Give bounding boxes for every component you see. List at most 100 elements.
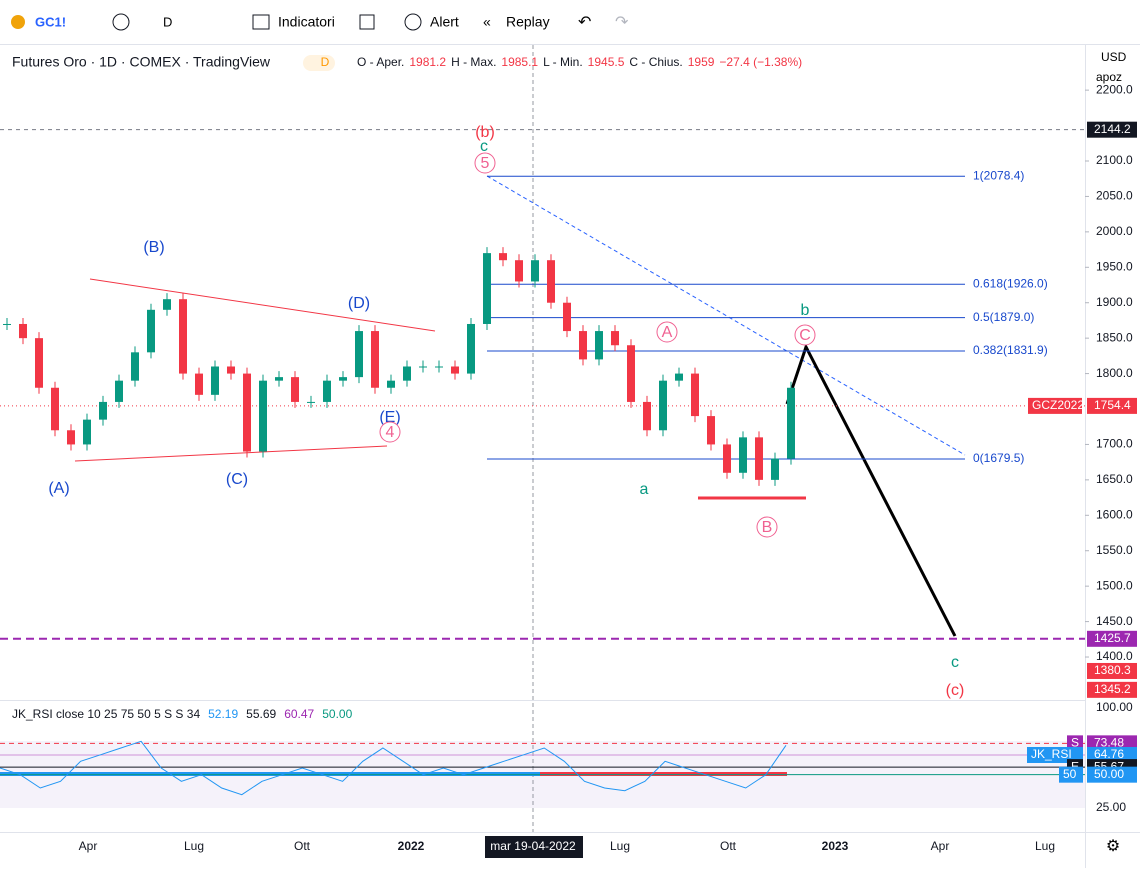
- candle: [531, 260, 539, 282]
- redo[interactable]: ↷: [615, 14, 629, 31]
- price-tick-label: 1700.0: [1096, 437, 1133, 451]
- candle: [563, 302, 571, 332]
- time-label: Lug: [1035, 839, 1055, 853]
- settings[interactable]: ⚙: [1106, 838, 1120, 855]
- wave-circle: [474, 152, 496, 174]
- candle: [547, 260, 555, 303]
- time-label: Ott: [720, 839, 737, 853]
- legend-value: L - Min.: [543, 55, 583, 69]
- candle: [147, 309, 155, 353]
- alert-button[interactable]: Alert: [430, 14, 459, 30]
- rsi-tag: E: [1071, 759, 1079, 773]
- candle: [787, 387, 795, 459]
- trendline: [74, 445, 388, 462]
- candle: [323, 380, 331, 402]
- projection: [785, 343, 957, 637]
- undo[interactable]: ↶: [578, 14, 591, 31]
- time-label: Apr: [931, 839, 950, 853]
- candle: [419, 366, 427, 368]
- wave-label: 5: [481, 155, 490, 172]
- layout-button[interactable]: [359, 14, 375, 30]
- wave-label: c: [951, 654, 959, 671]
- rsi-line: [0, 740, 787, 796]
- fib-label: 0(1679.5): [973, 451, 1024, 465]
- wave-label: c: [480, 138, 488, 155]
- price-tick-label: 1650.0: [1096, 472, 1133, 486]
- candle: [643, 401, 651, 431]
- indicators-icon: [252, 14, 270, 30]
- candle: [771, 458, 779, 480]
- price-tick-label: 2200.0: [1096, 82, 1133, 96]
- candle: [35, 338, 43, 388]
- price-badge-label: 1425.7: [1094, 631, 1131, 645]
- rsi-badge-label: 73.48: [1094, 736, 1124, 750]
- candle: [579, 331, 587, 360]
- time-label: Lug: [610, 839, 630, 853]
- legend-value: 1985.1: [501, 55, 538, 69]
- indicators-button[interactable]: Indicatori: [278, 14, 335, 30]
- rsi-title: JK_RSI close 10 25 75 50 5 S S 34: [12, 707, 200, 721]
- time-label: mar 19-04-2022: [490, 839, 576, 853]
- price-badge: [1087, 662, 1137, 679]
- candle: [435, 366, 443, 368]
- legend-value: −27.4 (−1.38%): [719, 55, 802, 69]
- rsi-tag: S: [1071, 736, 1079, 750]
- candle: [451, 366, 459, 374]
- candle: [179, 299, 187, 374]
- candle: [627, 345, 635, 402]
- wave-circle: [379, 421, 401, 443]
- rsi-reading: 52.19: [208, 707, 238, 721]
- time-label: Apr: [79, 839, 98, 853]
- legend-value: O - Aper.: [357, 55, 404, 69]
- wave-label: (b): [475, 124, 495, 141]
- wave-label: b: [801, 302, 810, 319]
- badge-bg: [303, 55, 335, 71]
- legend-value: C - Chius.: [629, 55, 682, 69]
- price-badge-label: 2144.2: [1094, 122, 1131, 136]
- wave-label: (c): [946, 682, 965, 699]
- price-tick-label: 1600.0: [1096, 507, 1133, 521]
- rsi-tick-label: 25.00: [1096, 800, 1126, 814]
- price-tick-label: 1950.0: [1096, 259, 1133, 273]
- price-tick-label: 2050.0: [1096, 189, 1133, 203]
- candle: [403, 366, 411, 381]
- rsi-tag-bg: [1059, 766, 1083, 783]
- price-badge-label: 1754.4: [1094, 398, 1131, 412]
- wave-label: (D): [348, 295, 370, 312]
- wave-circle: [656, 321, 678, 343]
- rsi-tag-bg: [1027, 746, 1083, 763]
- candle: [387, 380, 395, 388]
- candle: [243, 373, 251, 452]
- candle: [51, 387, 59, 431]
- price-badge-label: 1345.2: [1094, 682, 1131, 696]
- candle: [227, 366, 235, 374]
- candle: [131, 352, 139, 381]
- wave-label: A: [662, 324, 673, 341]
- wave-label: (B): [143, 239, 164, 256]
- rsi-tick-label: 100.00: [1096, 700, 1133, 714]
- rsi-reading: 60.47: [284, 707, 314, 721]
- wave-label: (A): [48, 480, 69, 497]
- legend-value: H - Max.: [451, 55, 496, 69]
- price-tick-label: 2100.0: [1096, 153, 1133, 167]
- interval[interactable]: D: [163, 14, 172, 29]
- symbol[interactable]: GC1!: [35, 14, 66, 29]
- fib-label: 1(2078.4): [973, 168, 1024, 182]
- candle: [67, 430, 75, 445]
- rsi-badge: [1087, 746, 1137, 763]
- replay-button[interactable]: Replay: [506, 14, 550, 30]
- rsi-tag: JK_RSI: [1031, 747, 1072, 761]
- candle: [3, 323, 11, 325]
- candle: [163, 299, 171, 310]
- scale-mode[interactable]: apoz: [1096, 70, 1122, 84]
- candle: [211, 366, 219, 395]
- candle: [499, 253, 507, 261]
- currency[interactable]: USD: [1101, 50, 1127, 64]
- candle: [675, 373, 683, 381]
- price-tick-label: 2000.0: [1096, 224, 1133, 238]
- candle: [19, 323, 27, 339]
- add-symbol[interactable]: [112, 13, 130, 31]
- candle: [595, 331, 603, 360]
- candle: [371, 331, 379, 388]
- fib-label: 0.382(1831.9): [973, 343, 1048, 357]
